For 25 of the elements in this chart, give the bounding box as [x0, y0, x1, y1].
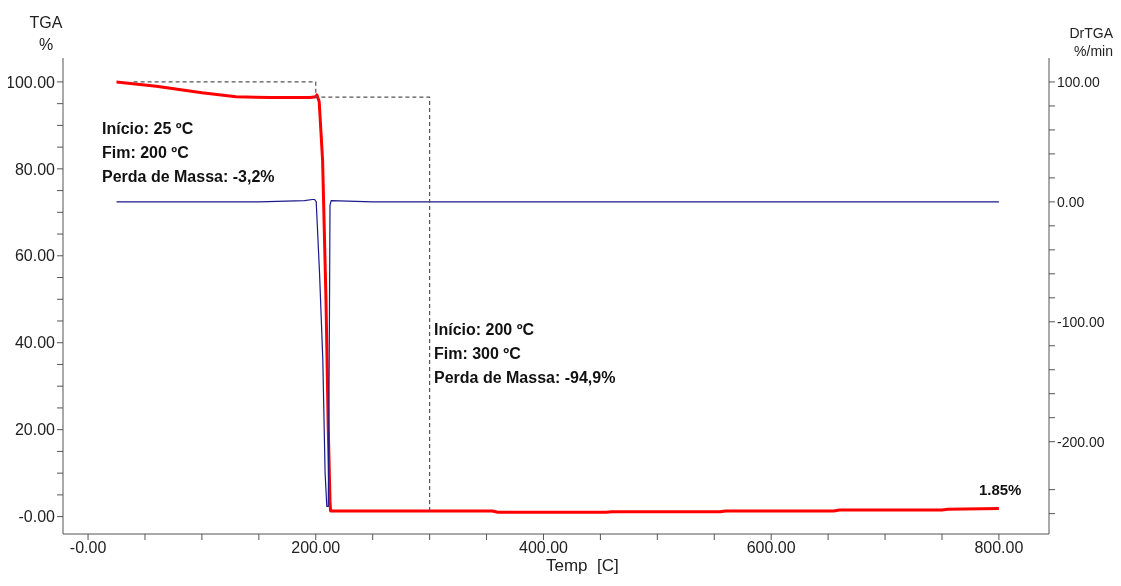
x-tick-label: 800.00	[974, 539, 1024, 557]
annotation: Início: 200 ºC	[434, 321, 535, 339]
y-tick-label: 80.00	[14, 160, 56, 178]
y2-tick-label: -100.00	[1057, 313, 1105, 330]
y-tick-label: 20.00	[14, 421, 56, 439]
x-tick-label: 400.00	[519, 539, 569, 557]
annotation: Início: 25 ºC	[102, 120, 194, 138]
annotation: Perda de Massa: -94,9%	[434, 369, 616, 387]
y-tick-label: 60.00	[14, 247, 56, 265]
annotation: Fim: 300 ºC	[434, 345, 521, 363]
y2-tick-label: 100.00	[1057, 73, 1101, 90]
annotation: 1.85%	[978, 480, 1022, 498]
x-tick-label: -0.00	[69, 539, 107, 557]
y-axis-title: TGA %	[28, 13, 64, 55]
y2-tick-label: -200.00	[1057, 433, 1105, 450]
y2-tick-label: 0.00	[1057, 193, 1085, 210]
y-tick-label: 100.00	[6, 73, 56, 91]
x-axis-title: Temp [C]	[546, 556, 619, 576]
y-tick-label: 40.00	[14, 334, 56, 352]
y2-axis-title: DrTGA %/min	[1068, 24, 1113, 60]
annotation: Fim: 200 ºC	[102, 144, 189, 162]
y-tick-label: -0.00	[18, 508, 56, 526]
annotation: Perda de Massa: -3,2%	[102, 168, 275, 186]
x-tick-label: 600.00	[746, 539, 796, 557]
x-tick-label: 200.00	[291, 539, 341, 557]
